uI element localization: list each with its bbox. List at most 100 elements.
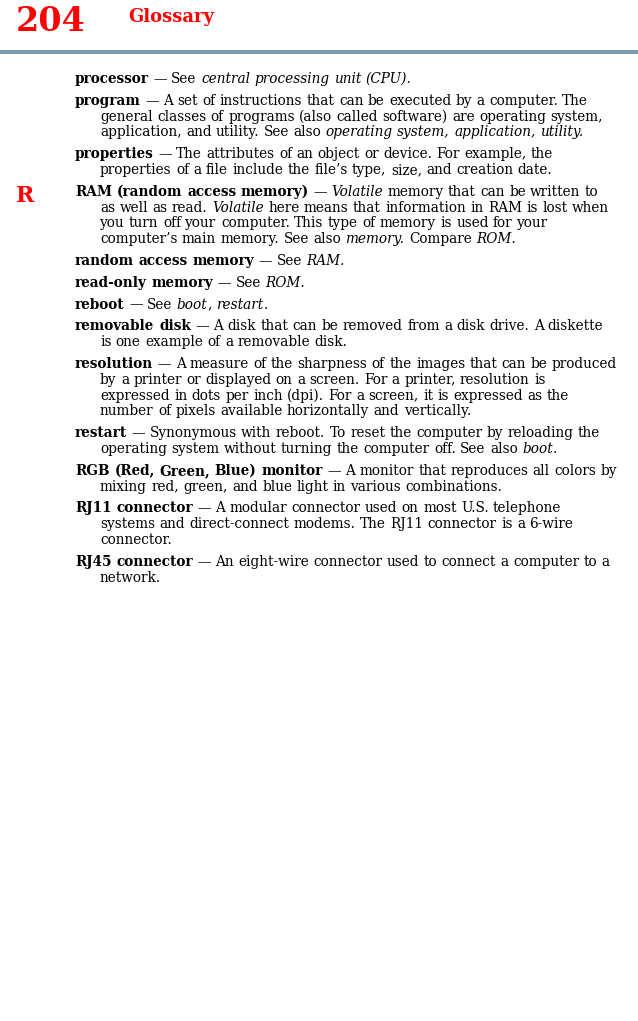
Text: one: one xyxy=(116,335,141,349)
Text: screen,: screen, xyxy=(369,389,419,402)
Text: restart: restart xyxy=(216,297,263,311)
Text: .: . xyxy=(553,442,557,456)
Text: include: include xyxy=(232,163,283,177)
Text: drive.: drive. xyxy=(489,320,530,334)
Text: —: — xyxy=(197,554,211,569)
Text: file’s: file’s xyxy=(315,163,348,177)
Text: a: a xyxy=(517,518,525,531)
Text: and: and xyxy=(426,163,452,177)
Text: of: of xyxy=(362,216,375,231)
Text: a: a xyxy=(356,389,364,402)
Text: the: the xyxy=(531,147,553,161)
Text: that: that xyxy=(307,94,334,108)
Text: memory.: memory. xyxy=(345,232,404,246)
Text: your: your xyxy=(517,216,548,231)
Text: a: a xyxy=(193,163,202,177)
Text: information: information xyxy=(385,200,466,214)
Text: file: file xyxy=(206,163,228,177)
Text: See: See xyxy=(283,232,309,246)
Text: disk: disk xyxy=(457,320,485,334)
Text: monitor: monitor xyxy=(262,464,323,478)
Text: See: See xyxy=(277,254,302,268)
Text: screen.: screen. xyxy=(309,373,360,387)
Text: per: per xyxy=(225,389,249,402)
Text: of: of xyxy=(202,94,216,108)
Text: utility.: utility. xyxy=(216,126,260,140)
Text: when: when xyxy=(572,200,609,214)
Text: modems.: modems. xyxy=(293,518,355,531)
Text: A: A xyxy=(345,464,355,478)
Text: can: can xyxy=(480,185,505,199)
Text: off.: off. xyxy=(434,442,456,456)
Text: is: is xyxy=(440,216,452,231)
Text: programs: programs xyxy=(228,109,295,124)
Text: that: that xyxy=(418,464,446,478)
Text: are: are xyxy=(452,109,475,124)
Text: eight-wire: eight-wire xyxy=(238,554,309,569)
Text: creation: creation xyxy=(456,163,513,177)
Text: of: of xyxy=(207,335,221,349)
Text: that: that xyxy=(470,357,498,371)
Text: Synonymous: Synonymous xyxy=(150,426,237,440)
Text: means: means xyxy=(304,200,348,214)
Text: —: — xyxy=(145,94,159,108)
Text: operating: operating xyxy=(479,109,546,124)
Text: Glossary: Glossary xyxy=(128,8,214,26)
Text: modular: modular xyxy=(230,501,287,516)
Text: type,: type, xyxy=(352,163,387,177)
Text: instructions: instructions xyxy=(220,94,302,108)
Text: in: in xyxy=(470,200,484,214)
Text: See: See xyxy=(147,297,172,311)
Text: a: a xyxy=(297,373,305,387)
Text: can: can xyxy=(293,320,317,334)
Text: most: most xyxy=(423,501,457,516)
Text: horizontally: horizontally xyxy=(287,404,369,419)
Text: reboot: reboot xyxy=(75,297,124,311)
Text: systems: systems xyxy=(100,518,155,531)
Text: removable: removable xyxy=(75,320,154,334)
Text: U.S.: U.S. xyxy=(461,501,489,516)
Text: called: called xyxy=(337,109,378,124)
Text: memory: memory xyxy=(152,276,213,290)
Text: classes: classes xyxy=(157,109,206,124)
Text: properties: properties xyxy=(100,163,172,177)
Text: example: example xyxy=(145,335,203,349)
Text: measure: measure xyxy=(190,357,249,371)
Text: read.: read. xyxy=(172,200,207,214)
Text: executed: executed xyxy=(389,94,451,108)
Text: without: without xyxy=(224,442,277,456)
Text: example,: example, xyxy=(464,147,526,161)
Text: .: . xyxy=(263,297,268,311)
Text: system: system xyxy=(172,442,219,456)
Text: unit: unit xyxy=(334,72,361,86)
Text: R: R xyxy=(16,185,34,207)
Text: is: is xyxy=(100,335,112,349)
Text: by: by xyxy=(100,373,117,387)
Text: that: that xyxy=(260,320,288,334)
Text: general: general xyxy=(100,109,152,124)
Text: images: images xyxy=(416,357,465,371)
Text: and: and xyxy=(186,126,212,140)
Text: attributes: attributes xyxy=(206,147,274,161)
Text: is: is xyxy=(534,373,545,387)
Text: in: in xyxy=(333,480,346,493)
Text: This: This xyxy=(294,216,323,231)
Text: reboot.: reboot. xyxy=(276,426,325,440)
Text: A: A xyxy=(533,320,544,334)
Text: type: type xyxy=(328,216,358,231)
Text: (dpi).: (dpi). xyxy=(287,389,324,403)
Text: operating: operating xyxy=(326,126,393,140)
Text: on: on xyxy=(402,501,419,516)
Text: expressed: expressed xyxy=(100,389,170,402)
Text: (random: (random xyxy=(117,185,182,199)
Text: well: well xyxy=(119,200,148,214)
Text: ROM.: ROM. xyxy=(265,276,305,290)
Text: be: be xyxy=(322,320,338,334)
Text: telephone: telephone xyxy=(493,501,561,516)
Text: computer’s: computer’s xyxy=(100,232,177,246)
Text: system,: system, xyxy=(551,109,603,124)
Text: by: by xyxy=(600,464,617,478)
Text: a: a xyxy=(392,373,400,387)
Text: direct-connect: direct-connect xyxy=(189,518,290,531)
Bar xyxy=(0,50,638,54)
